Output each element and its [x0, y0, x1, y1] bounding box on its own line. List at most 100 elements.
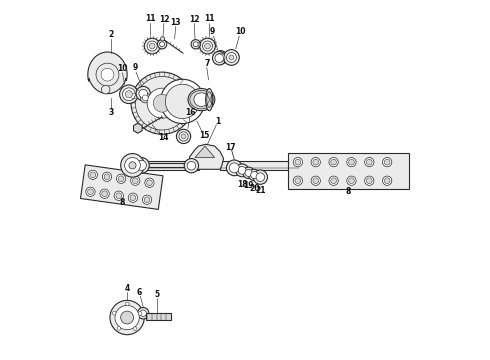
- Circle shape: [120, 85, 138, 104]
- Text: 9: 9: [209, 27, 215, 36]
- Circle shape: [138, 307, 149, 319]
- Circle shape: [295, 178, 301, 184]
- Circle shape: [331, 159, 337, 165]
- Circle shape: [248, 169, 260, 181]
- Circle shape: [226, 53, 237, 63]
- Circle shape: [384, 159, 390, 165]
- Circle shape: [157, 40, 167, 49]
- Circle shape: [229, 163, 239, 173]
- Polygon shape: [190, 144, 223, 169]
- Ellipse shape: [190, 90, 213, 109]
- Polygon shape: [133, 123, 142, 133]
- Circle shape: [101, 68, 114, 81]
- Circle shape: [160, 79, 205, 123]
- Text: 4: 4: [124, 284, 130, 293]
- Circle shape: [115, 305, 139, 330]
- Circle shape: [191, 40, 200, 49]
- Circle shape: [229, 55, 234, 60]
- Text: 12: 12: [159, 15, 169, 24]
- Circle shape: [176, 129, 191, 144]
- Circle shape: [118, 176, 124, 181]
- Circle shape: [236, 164, 248, 177]
- Circle shape: [124, 157, 140, 173]
- Circle shape: [223, 50, 239, 65]
- Circle shape: [165, 84, 199, 118]
- Circle shape: [136, 86, 150, 101]
- Circle shape: [144, 197, 150, 203]
- Circle shape: [202, 41, 213, 51]
- Circle shape: [293, 176, 302, 185]
- Circle shape: [125, 302, 129, 306]
- Circle shape: [86, 187, 95, 197]
- Circle shape: [205, 43, 210, 49]
- Bar: [80, 165, 163, 210]
- Circle shape: [143, 195, 152, 204]
- Circle shape: [238, 166, 246, 174]
- Circle shape: [88, 170, 98, 179]
- Circle shape: [100, 189, 109, 198]
- Circle shape: [215, 54, 223, 63]
- Circle shape: [245, 169, 252, 176]
- Bar: [131, 161, 198, 170]
- Text: 17: 17: [225, 143, 236, 152]
- Circle shape: [117, 327, 121, 330]
- Text: 18: 18: [237, 180, 247, 189]
- Circle shape: [117, 174, 126, 183]
- Circle shape: [160, 37, 165, 41]
- Text: 7: 7: [204, 59, 209, 68]
- Text: 5: 5: [155, 290, 160, 299]
- Ellipse shape: [207, 92, 212, 108]
- Circle shape: [193, 42, 198, 47]
- Circle shape: [135, 76, 189, 130]
- Circle shape: [348, 178, 354, 184]
- Polygon shape: [88, 52, 127, 94]
- Text: 8: 8: [346, 187, 351, 196]
- Circle shape: [383, 176, 392, 185]
- Circle shape: [253, 170, 268, 184]
- Circle shape: [134, 157, 149, 173]
- Circle shape: [140, 93, 150, 103]
- Circle shape: [383, 157, 392, 167]
- Circle shape: [136, 160, 147, 170]
- Circle shape: [144, 38, 160, 54]
- Circle shape: [140, 310, 147, 316]
- Text: 13: 13: [171, 18, 181, 27]
- Circle shape: [217, 53, 225, 62]
- Circle shape: [187, 161, 196, 170]
- Bar: [146, 313, 171, 320]
- Text: 3: 3: [108, 108, 114, 117]
- Circle shape: [313, 178, 318, 184]
- Circle shape: [88, 189, 93, 195]
- Circle shape: [102, 191, 107, 197]
- Circle shape: [101, 85, 110, 94]
- Circle shape: [243, 167, 254, 179]
- Circle shape: [125, 91, 132, 98]
- Circle shape: [139, 89, 147, 98]
- Text: 15: 15: [199, 131, 209, 140]
- Text: 10: 10: [117, 64, 128, 73]
- Text: 20: 20: [249, 184, 260, 193]
- Circle shape: [256, 173, 265, 181]
- Polygon shape: [195, 146, 215, 157]
- Bar: [288, 153, 409, 189]
- Text: 6: 6: [137, 288, 142, 297]
- Circle shape: [116, 193, 122, 199]
- Circle shape: [199, 38, 215, 54]
- Circle shape: [129, 162, 136, 169]
- Circle shape: [133, 327, 137, 330]
- Circle shape: [113, 311, 116, 315]
- Text: 10: 10: [235, 27, 245, 36]
- Circle shape: [110, 300, 144, 335]
- Text: 9: 9: [133, 63, 138, 72]
- Text: 1: 1: [215, 117, 220, 126]
- Text: 19: 19: [244, 181, 254, 190]
- Circle shape: [104, 174, 110, 180]
- Circle shape: [226, 160, 242, 176]
- Text: 16: 16: [185, 108, 196, 117]
- Ellipse shape: [206, 89, 213, 111]
- Circle shape: [179, 132, 188, 141]
- Circle shape: [128, 193, 138, 202]
- Circle shape: [295, 159, 301, 165]
- Text: 21: 21: [255, 186, 266, 195]
- Circle shape: [145, 178, 154, 188]
